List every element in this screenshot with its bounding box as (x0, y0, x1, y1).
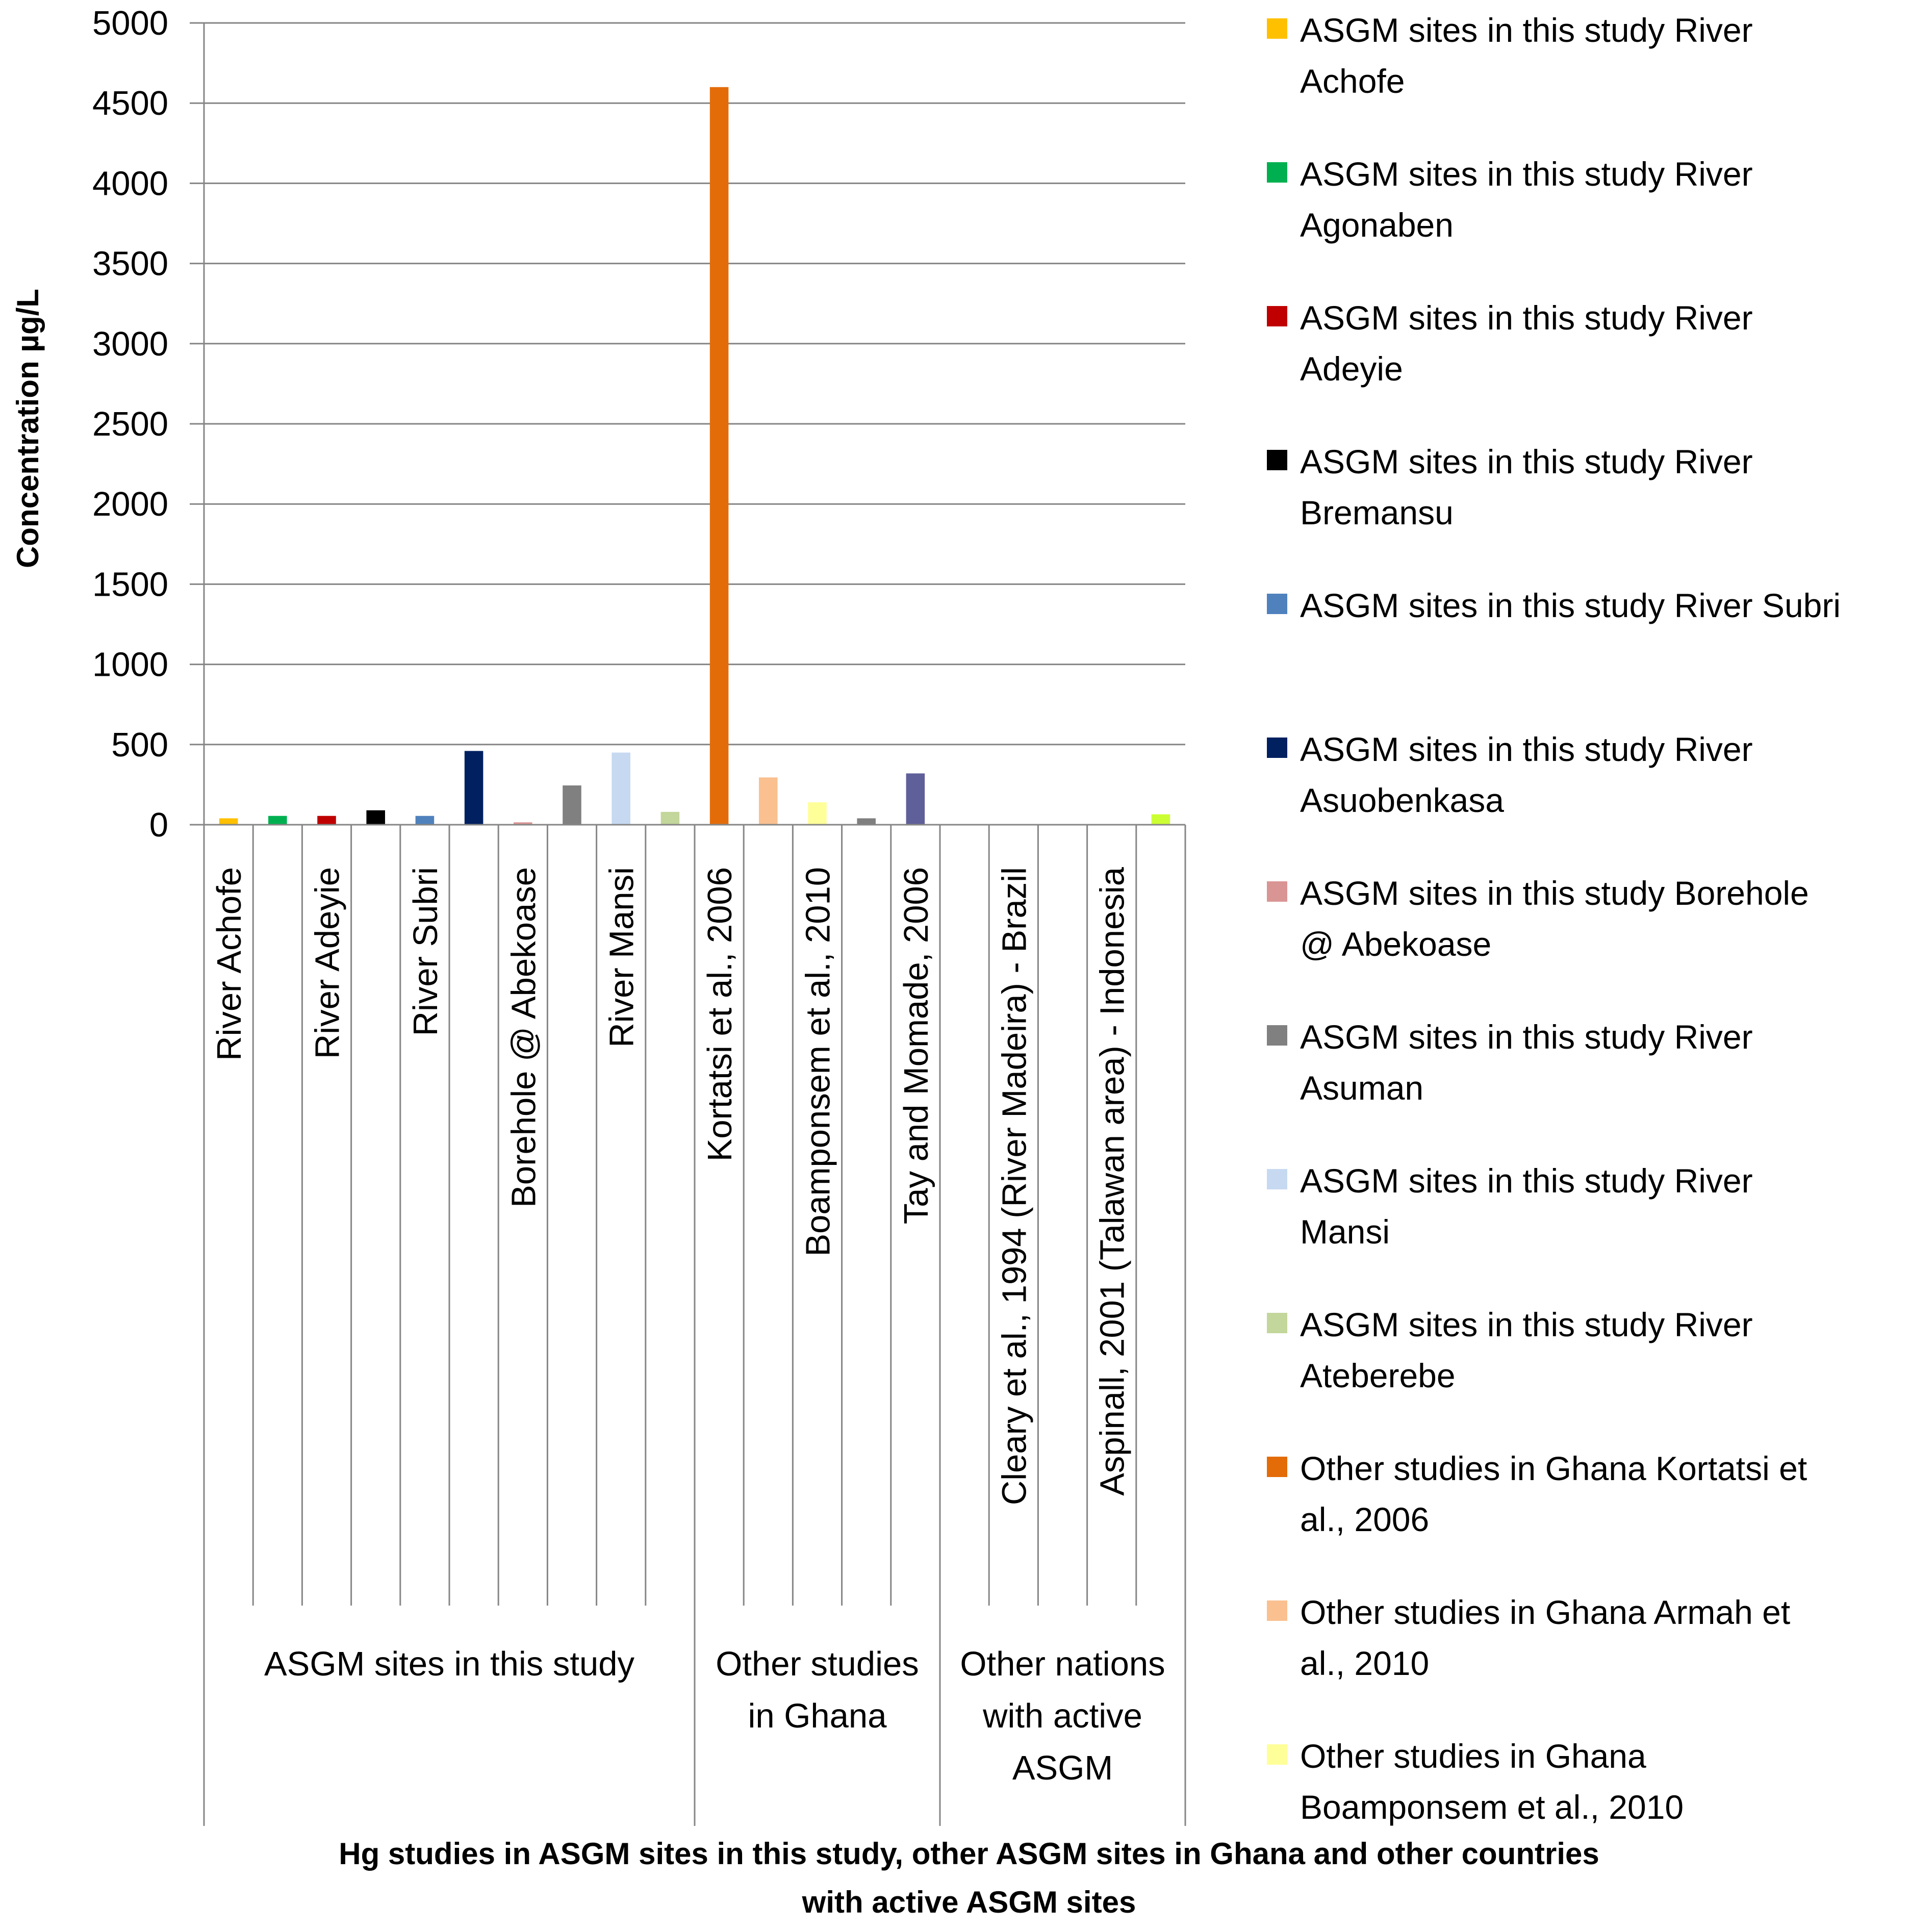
bar (906, 773, 925, 825)
legend-label: Other studies in Ghana (1300, 1737, 1646, 1775)
category-label: River Subri (406, 867, 445, 1036)
legend-swatch (1267, 738, 1287, 758)
group-label: Other nations (960, 1645, 1165, 1683)
legend-label: Other studies in Ghana Kortatsi et (1300, 1450, 1807, 1487)
group-label: ASGM sites in this study (264, 1645, 635, 1683)
legend-swatch (1267, 594, 1287, 614)
legend-label: Asuobenkasa (1300, 781, 1504, 819)
legend-label: @ Abekoase (1300, 925, 1491, 963)
y-tick-label: 2500 (92, 405, 168, 443)
x-axis-title: Hg studies in ASGM sites in this study, … (339, 1837, 1599, 1871)
category-label: River Achofe (210, 867, 248, 1061)
bar (415, 816, 435, 825)
category-label: River Adeyie (309, 867, 347, 1059)
category-label: Tay and Momade, 2006 (897, 867, 935, 1224)
y-tick-label: 4000 (92, 164, 168, 202)
legend-label: Asuman (1300, 1069, 1423, 1107)
bar (464, 751, 483, 825)
legend-swatch (1267, 162, 1287, 183)
bar (808, 802, 827, 825)
legend-swatch (1267, 1313, 1287, 1333)
bar (563, 785, 581, 825)
bar (366, 810, 385, 825)
legend-swatch (1267, 1169, 1287, 1189)
legend-label: Adeyie (1300, 350, 1403, 388)
y-axis-title: Concentration µg/L (11, 289, 45, 568)
legend-swatch (1267, 450, 1287, 470)
legend-label: ASGM sites in this study River (1300, 299, 1753, 337)
legend-label: Boamponsem et al., 2010 (1300, 1788, 1684, 1826)
legend-label: Bremansu (1300, 494, 1454, 531)
legend-label: ASGM sites in this study River (1300, 155, 1753, 193)
bar (1151, 814, 1170, 825)
y-tick-label: 0 (149, 806, 168, 844)
y-tick-label: 1000 (92, 646, 168, 684)
legend-label: Achofe (1300, 62, 1405, 100)
bar (612, 752, 630, 825)
category-label: Aspinall, 2001 (Talawan area) - Indonesi… (1093, 867, 1132, 1496)
legend-label: ASGM sites in this study River (1300, 1018, 1753, 1056)
category-label: Kortatsi et al., 2006 (701, 867, 739, 1161)
legend-swatch (1267, 306, 1287, 326)
legend-label: al., 2010 (1300, 1644, 1429, 1682)
bar (268, 816, 287, 825)
y-tick-label: 3500 (92, 245, 168, 283)
legend-label: Other studies in Ghana Armah et (1300, 1593, 1790, 1631)
group-label: Other studies (716, 1645, 919, 1683)
category-label: Cleary et al., 1994 (River Madeira) - Br… (995, 867, 1033, 1505)
bar (660, 811, 680, 825)
bar (514, 822, 532, 825)
legend-label: Agonaben (1300, 206, 1454, 244)
bar (709, 87, 729, 825)
y-tick-label: 5000 (92, 4, 168, 42)
y-tick-label: 2000 (92, 485, 168, 523)
bar (857, 818, 876, 825)
y-tick-label: 1500 (92, 565, 168, 603)
legend-label: ASGM sites in this study Borehole (1300, 874, 1809, 912)
bar (317, 816, 336, 825)
y-tick-label: 500 (111, 726, 168, 764)
category-label: Boamponsem et al., 2010 (799, 867, 837, 1257)
legend-swatch (1267, 1744, 1287, 1765)
legend-swatch (1267, 881, 1287, 902)
legend-label: ASGM sites in this study River (1300, 11, 1753, 49)
legend-label: ASGM sites in this study River (1300, 443, 1753, 480)
y-tick-label: 3000 (92, 325, 168, 363)
group-label: with active (982, 1697, 1142, 1735)
legend-label: Mansi (1300, 1213, 1390, 1251)
legend-label: ASGM sites in this study River (1300, 730, 1753, 768)
legend-label: ASGM sites in this study River Subri (1300, 587, 1841, 624)
legend-swatch (1267, 1457, 1287, 1477)
legend-swatch (1267, 1025, 1287, 1046)
x-axis-title: with active ASGM sites (802, 1885, 1136, 1919)
group-label: in Ghana (748, 1697, 887, 1735)
group-label: ASGM (1012, 1749, 1113, 1787)
bar (219, 818, 238, 825)
category-label: River Mansi (603, 867, 641, 1048)
category-label: Borehole @ Abekoase (504, 867, 543, 1208)
bar (759, 777, 778, 825)
legend-swatch (1267, 1600, 1287, 1621)
legend-label: ASGM sites in this study River (1300, 1306, 1753, 1343)
legend-label: ASGM sites in this study River (1300, 1162, 1753, 1200)
legend-swatch (1267, 18, 1287, 39)
legend-label: al., 2006 (1300, 1501, 1429, 1538)
legend-label: Ateberebe (1300, 1357, 1456, 1394)
y-tick-label: 4500 (92, 84, 168, 122)
